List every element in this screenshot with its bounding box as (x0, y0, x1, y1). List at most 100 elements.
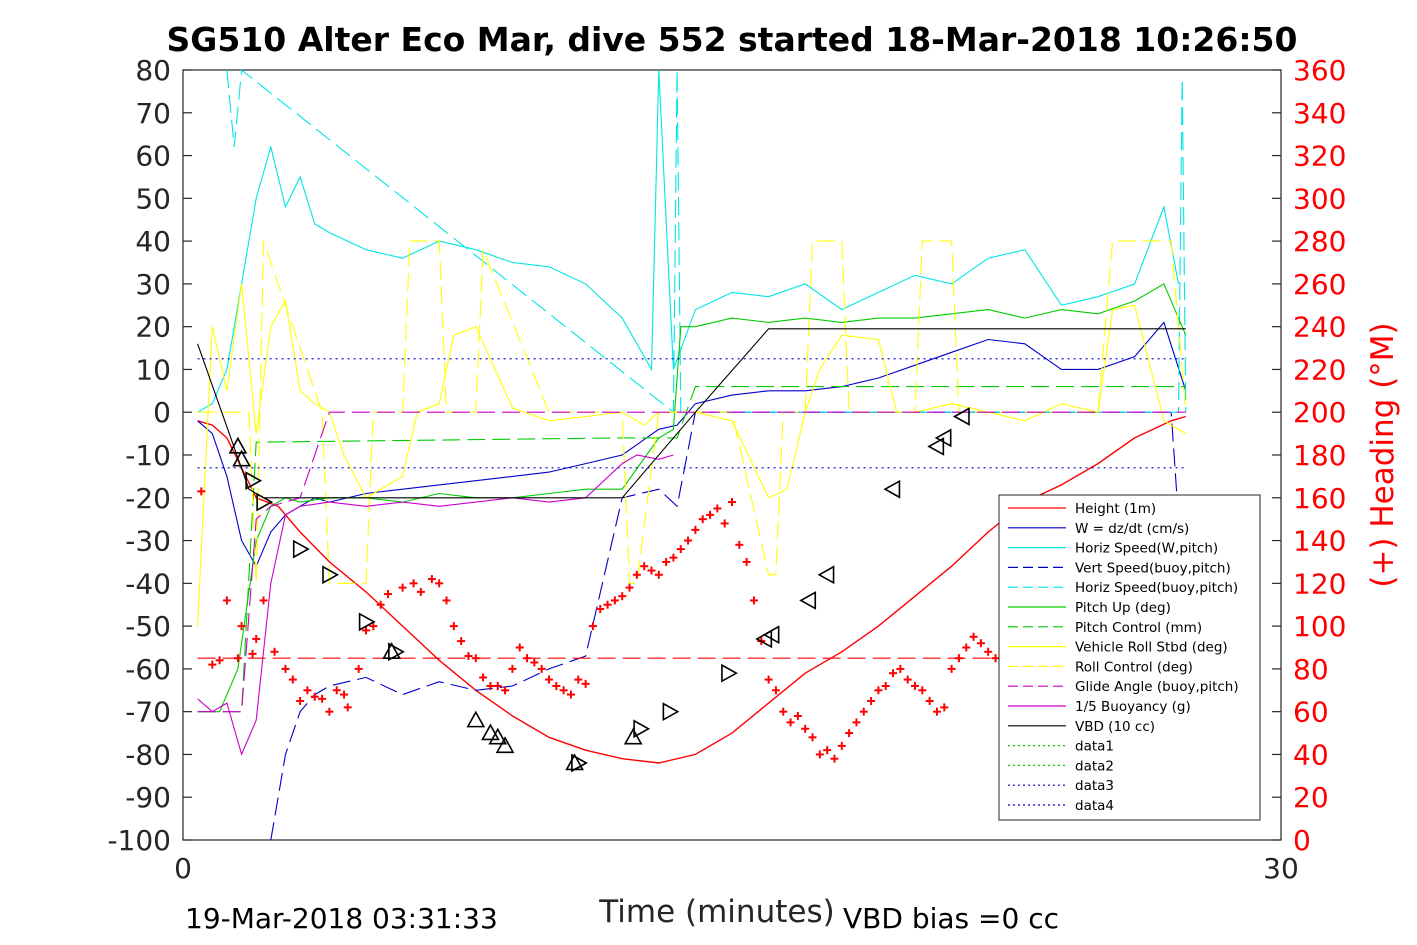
heading-point (837, 741, 846, 750)
heading-point (845, 729, 854, 738)
y-right-tick-label: 260 (1293, 268, 1346, 301)
heading-point (288, 675, 297, 684)
y-right-tick-label: 320 (1293, 140, 1346, 173)
marker-triangle (623, 727, 643, 745)
heading-point (303, 686, 312, 695)
heading-point (632, 570, 641, 579)
heading-point (340, 690, 349, 699)
heading-point (464, 652, 473, 661)
legend-label: data1 (1075, 739, 1114, 755)
heading-point (610, 596, 619, 605)
y-tick-label: 0 (153, 396, 171, 429)
heading-point (764, 675, 773, 684)
heading-point (647, 566, 656, 575)
y-right-tick-label: 280 (1293, 225, 1346, 258)
y-tick-label: 40 (135, 225, 171, 258)
heading-point (416, 587, 425, 596)
y-tick-label: 60 (135, 140, 171, 173)
legend-label: W = dz/dt (cm/s) (1075, 521, 1189, 537)
heading-point (896, 664, 905, 673)
legend-label: Horiz Speed(buoy,pitch) (1075, 580, 1238, 596)
chart-title: SG510 Alter Eco Mar, dive 552 started 18… (167, 20, 1298, 59)
heading-point (574, 675, 583, 684)
tick-layer: 80706050403020100-10-20-30-40-50-60-70-8… (107, 54, 1346, 885)
marker-triangle (762, 625, 780, 645)
marker-triangle (883, 479, 901, 499)
y-right-tick-label: 140 (1293, 525, 1346, 558)
x-tick-label: 0 (174, 852, 192, 885)
marker-triangle (358, 612, 376, 632)
heading-point (911, 682, 919, 690)
series-line-glide (197, 411, 1186, 713)
marker-triangle (799, 591, 817, 610)
heading-point (383, 590, 392, 599)
heading-point (918, 686, 927, 695)
heading-point (742, 557, 751, 566)
marker-triangle (388, 642, 405, 662)
legend-label: Pitch Up (deg) (1075, 600, 1171, 616)
marker-triangle (934, 428, 952, 448)
heading-point (233, 654, 242, 663)
heading-point (435, 579, 444, 588)
heading-point (537, 664, 546, 673)
heading-point (991, 654, 1000, 663)
heading-point (676, 545, 685, 554)
footer-timestamp: 19-Mar-2018 03:31:33 (185, 902, 498, 935)
y-tick-label: -100 (107, 824, 171, 857)
footer-vbd-bias: VBD bias =0 cc (843, 902, 1059, 935)
heading-point (530, 658, 539, 667)
heading-point (903, 675, 912, 684)
heading-point (691, 525, 700, 534)
heading-point (823, 746, 832, 755)
heading-point (654, 570, 663, 579)
heading-point (523, 654, 532, 663)
heading-point (954, 654, 963, 663)
heading-point (618, 592, 627, 601)
y-tick-label: -80 (125, 738, 171, 771)
series-line-hspeed (197, 69, 1180, 413)
heading-point (310, 692, 319, 701)
heading-point (248, 649, 257, 658)
heading-point (830, 754, 839, 763)
heading-point (874, 686, 883, 695)
heading-point (771, 686, 780, 695)
y-tick-label: 50 (135, 182, 171, 215)
y-right-tick-label: 200 (1293, 396, 1346, 429)
legend-label: Vehicle Roll Stbd (deg) (1075, 640, 1228, 656)
y-right-tick-label: 100 (1293, 610, 1346, 643)
right-axis-label: (+) Heading (°M) (1365, 322, 1401, 587)
heading-point (684, 536, 693, 545)
y-tick-label: 80 (135, 54, 171, 87)
heading-point (545, 675, 553, 684)
heading-point (713, 504, 722, 513)
heading-point (501, 686, 510, 695)
y-tick-label: -10 (125, 439, 171, 472)
y-right-tick-label: 40 (1293, 738, 1329, 771)
heading-point (925, 696, 934, 705)
heading-point (859, 707, 868, 716)
heading-point (728, 498, 736, 507)
heading-point (932, 707, 941, 716)
heading-point (318, 694, 327, 703)
heading-point (889, 669, 898, 678)
series-line-hspeed_buoy (226, 68, 1187, 414)
y-tick-label: -20 (125, 482, 171, 515)
y-tick-label: -70 (125, 696, 171, 729)
heading-point (281, 664, 290, 673)
legend-label: data4 (1075, 798, 1114, 814)
heading-point (749, 596, 758, 605)
legend-label: 1/5 Buoyancy (g) (1075, 699, 1191, 715)
heading-point (208, 660, 217, 669)
legend-label: VBD (10 cc) (1075, 719, 1155, 735)
y-tick-label: 30 (135, 268, 171, 301)
heading-point (962, 643, 971, 652)
y-right-tick-label: 240 (1293, 311, 1346, 344)
heading-point (471, 654, 480, 663)
heading-point (449, 622, 458, 631)
y-tick-label: -60 (125, 653, 171, 686)
series-line-buoy (197, 454, 674, 757)
y-right-tick-label: 160 (1293, 482, 1346, 515)
heading-point (698, 515, 707, 524)
heading-point (559, 686, 568, 695)
